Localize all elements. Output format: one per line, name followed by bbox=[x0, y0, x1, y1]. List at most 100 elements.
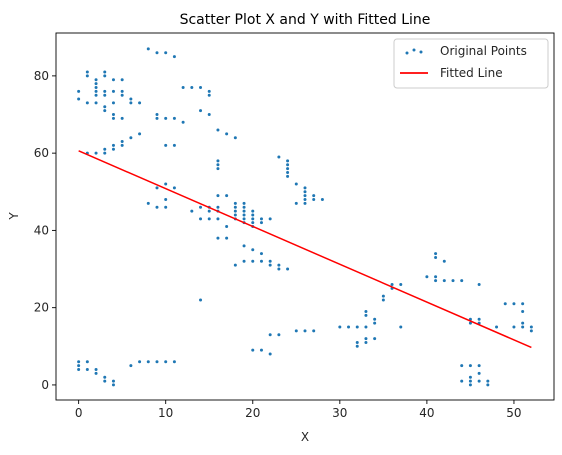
data-point bbox=[111, 143, 115, 147]
data-point bbox=[146, 47, 150, 51]
data-point bbox=[303, 201, 307, 205]
data-point bbox=[364, 337, 368, 341]
data-point bbox=[468, 375, 472, 379]
data-point bbox=[111, 101, 115, 105]
data-point bbox=[207, 217, 211, 221]
data-point bbox=[303, 194, 307, 198]
data-point bbox=[94, 151, 98, 155]
data-point bbox=[103, 93, 107, 97]
legend-label-fitted-line: Fitted Line bbox=[440, 66, 503, 80]
data-point bbox=[199, 217, 203, 221]
legend-point-dot bbox=[419, 50, 423, 54]
x-axis-label: X bbox=[301, 430, 309, 444]
data-point bbox=[277, 333, 281, 337]
data-point bbox=[242, 217, 246, 221]
data-point bbox=[468, 383, 472, 387]
data-point bbox=[225, 132, 229, 136]
data-point bbox=[85, 70, 89, 74]
data-point bbox=[103, 89, 107, 93]
data-point bbox=[294, 182, 298, 186]
data-point bbox=[251, 248, 255, 252]
legend-box bbox=[393, 38, 549, 89]
data-point bbox=[164, 116, 168, 120]
data-point bbox=[155, 205, 159, 209]
data-point bbox=[477, 379, 481, 383]
data-point bbox=[77, 367, 81, 371]
data-point bbox=[486, 383, 490, 387]
y-tick-label: 40 bbox=[34, 223, 49, 237]
legend-point-dot bbox=[405, 51, 409, 55]
data-point bbox=[172, 186, 176, 190]
data-point bbox=[495, 325, 499, 329]
data-point bbox=[373, 337, 377, 341]
data-point bbox=[251, 259, 255, 263]
x-tick-label: 10 bbox=[158, 406, 173, 420]
data-point bbox=[460, 279, 464, 283]
data-point bbox=[364, 325, 368, 329]
data-point bbox=[164, 198, 168, 201]
data-point bbox=[155, 360, 159, 364]
data-point bbox=[94, 89, 98, 93]
data-point bbox=[338, 325, 342, 329]
data-point bbox=[312, 329, 316, 333]
data-point bbox=[233, 201, 237, 205]
legend-point-dot bbox=[412, 48, 416, 52]
data-point bbox=[94, 371, 98, 375]
data-point bbox=[259, 217, 263, 221]
data-point bbox=[303, 198, 307, 201]
data-point bbox=[146, 360, 150, 364]
data-point bbox=[85, 101, 89, 105]
x-tick-label: 30 bbox=[332, 406, 347, 420]
data-point bbox=[129, 364, 133, 368]
data-point bbox=[138, 132, 142, 136]
data-point bbox=[477, 317, 481, 321]
data-point bbox=[190, 85, 194, 89]
data-point bbox=[216, 159, 220, 163]
data-point bbox=[77, 360, 81, 364]
data-point bbox=[251, 217, 255, 221]
data-point bbox=[399, 282, 403, 286]
data-point bbox=[129, 101, 133, 105]
data-point bbox=[111, 383, 115, 387]
data-point bbox=[146, 201, 150, 205]
data-point bbox=[216, 167, 220, 171]
y-tick-label: 0 bbox=[41, 378, 49, 392]
data-point bbox=[103, 375, 107, 379]
data-point bbox=[251, 221, 255, 225]
data-point bbox=[233, 205, 237, 209]
data-point bbox=[521, 302, 525, 306]
data-point bbox=[521, 310, 525, 314]
y-axis-ticks: 0 20 40 60 80 bbox=[34, 69, 56, 392]
data-point bbox=[216, 128, 220, 132]
data-point bbox=[242, 244, 246, 248]
data-point bbox=[199, 298, 203, 302]
data-point bbox=[268, 217, 272, 221]
data-point bbox=[94, 101, 98, 105]
data-point bbox=[207, 113, 211, 117]
data-point bbox=[477, 371, 481, 375]
data-point bbox=[268, 352, 272, 356]
data-point bbox=[233, 136, 237, 140]
data-point bbox=[251, 348, 255, 352]
data-point bbox=[120, 143, 124, 147]
data-point bbox=[129, 136, 133, 140]
data-point bbox=[103, 74, 107, 78]
data-point bbox=[120, 89, 124, 93]
data-point bbox=[303, 186, 307, 190]
data-point bbox=[225, 236, 229, 240]
data-point bbox=[268, 333, 272, 337]
data-point bbox=[120, 140, 124, 144]
data-point bbox=[312, 194, 316, 198]
data-point bbox=[286, 159, 290, 163]
data-point bbox=[425, 275, 429, 279]
legend: Original Points Fitted Line bbox=[393, 38, 549, 89]
x-tick-label: 20 bbox=[245, 406, 260, 420]
data-point bbox=[94, 82, 98, 86]
data-point bbox=[103, 147, 107, 151]
data-point bbox=[216, 217, 220, 221]
data-point bbox=[277, 267, 281, 271]
legend-marker-points bbox=[405, 48, 423, 55]
data-point bbox=[207, 209, 211, 213]
data-point bbox=[286, 267, 290, 271]
data-point bbox=[268, 263, 272, 267]
